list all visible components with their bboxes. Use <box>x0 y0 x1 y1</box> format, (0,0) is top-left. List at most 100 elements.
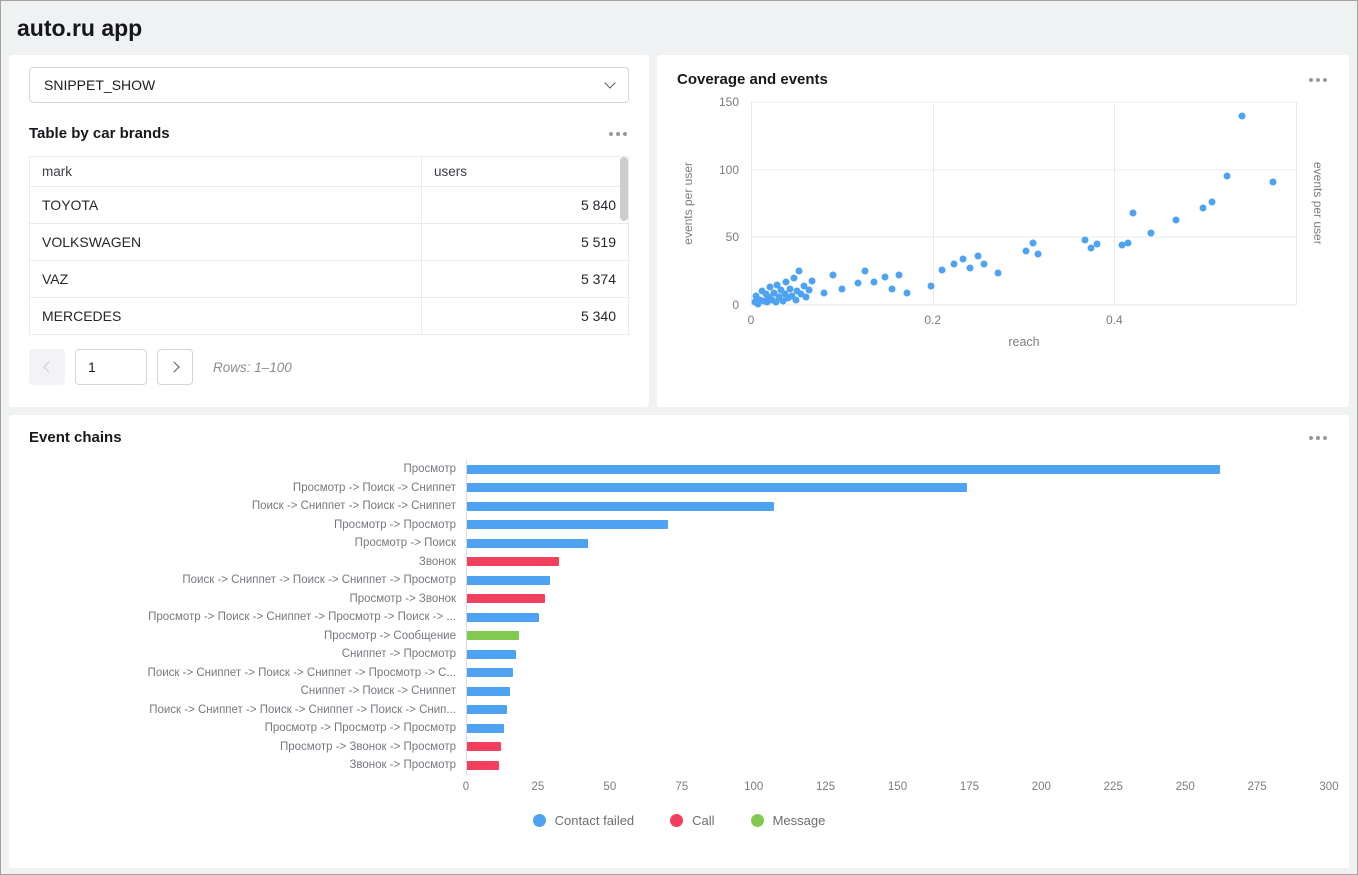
bar[interactable] <box>467 631 519 641</box>
scatter-point[interactable] <box>974 252 982 260</box>
scatter-point[interactable] <box>790 274 798 282</box>
scatter-point[interactable] <box>1034 250 1042 258</box>
scatter-point[interactable] <box>938 266 946 274</box>
bar[interactable] <box>467 483 967 493</box>
scatter-point[interactable] <box>861 267 869 275</box>
scatter-point[interactable] <box>870 278 878 286</box>
scatter-point[interactable] <box>763 298 771 306</box>
bar[interactable] <box>467 668 513 678</box>
scatter-point[interactable] <box>1022 247 1030 255</box>
scatter-point[interactable] <box>1238 112 1245 120</box>
scatter-point[interactable] <box>1029 239 1037 247</box>
scatter-point[interactable] <box>802 293 810 301</box>
bar[interactable] <box>467 464 1220 474</box>
bar[interactable] <box>467 501 775 511</box>
bar[interactable] <box>467 538 588 548</box>
next-page-button[interactable] <box>157 349 193 385</box>
scatter-point[interactable] <box>805 286 813 294</box>
scatter-point[interactable] <box>950 260 958 268</box>
scatter-point[interactable] <box>788 292 796 300</box>
scatter-point[interactable] <box>784 294 792 302</box>
legend-item[interactable]: Message <box>750 813 825 828</box>
scatter-point[interactable] <box>766 283 774 291</box>
scatter-point[interactable] <box>1118 241 1126 249</box>
scatter-point[interactable] <box>1081 236 1089 244</box>
scatter-point[interactable] <box>770 289 778 297</box>
snippet-selector[interactable]: SNIPPET_SHOW <box>29 67 629 103</box>
bar-track <box>466 608 1329 627</box>
scatter-point[interactable] <box>1172 216 1180 224</box>
scatter-point[interactable] <box>795 267 803 275</box>
table-scrollbar[interactable] <box>620 157 628 221</box>
scatter-point[interactable] <box>773 281 781 289</box>
scatter-point[interactable] <box>793 287 801 295</box>
legend-item[interactable]: Call <box>670 812 715 828</box>
scatter-point[interactable] <box>760 297 768 305</box>
scatter-point[interactable] <box>1223 172 1231 180</box>
scatter-point[interactable] <box>927 282 935 290</box>
scatter-point[interactable] <box>1129 209 1136 217</box>
scatter-point[interactable] <box>838 285 846 293</box>
scatter-point[interactable] <box>881 273 889 281</box>
scatter-point[interactable] <box>772 298 780 306</box>
scatter-point[interactable] <box>966 264 974 272</box>
bar[interactable] <box>467 520 669 530</box>
scatter-point[interactable] <box>994 269 1002 277</box>
scatter-point[interactable] <box>829 271 837 279</box>
scatter-point[interactable] <box>1124 239 1132 247</box>
bar[interactable] <box>467 557 559 567</box>
bar[interactable] <box>467 760 499 770</box>
scatter-point[interactable] <box>781 290 789 298</box>
scatter-point[interactable] <box>797 290 805 298</box>
scatter-point[interactable] <box>751 298 759 306</box>
ellipsis-menu-icon[interactable] <box>607 126 629 142</box>
scatter-point[interactable] <box>792 296 799 304</box>
scatter-point[interactable] <box>888 285 896 293</box>
scatter-point[interactable] <box>1269 178 1277 186</box>
scatter-point[interactable] <box>854 279 862 287</box>
scatter-point[interactable] <box>777 286 785 294</box>
bar[interactable] <box>467 742 502 752</box>
scatter-point[interactable] <box>1093 240 1101 248</box>
scatter-point[interactable] <box>980 260 988 268</box>
scatter-point[interactable] <box>786 285 794 293</box>
scatter-point[interactable] <box>1147 229 1155 237</box>
column-header-mark[interactable]: mark <box>29 156 422 187</box>
bar[interactable] <box>467 575 551 585</box>
bar[interactable] <box>467 612 539 622</box>
bar[interactable] <box>467 723 505 733</box>
scatter-point[interactable] <box>758 287 766 295</box>
top-row: SNIPPET_SHOW Table by car brands mark us… <box>1 55 1357 407</box>
scatter-point[interactable] <box>959 255 967 263</box>
legend-item[interactable]: Contact failed <box>532 813 634 828</box>
scatter-point[interactable] <box>820 289 828 297</box>
scatter-point[interactable] <box>762 290 770 298</box>
scatter-point[interactable] <box>779 297 787 305</box>
bar[interactable] <box>467 705 508 715</box>
scatter-point[interactable] <box>752 292 760 300</box>
legend-label: Call <box>692 812 715 828</box>
bar[interactable] <box>467 594 545 604</box>
ellipsis-menu-icon[interactable] <box>1307 430 1329 446</box>
bar[interactable] <box>467 686 511 696</box>
column-header-users[interactable]: users <box>421 156 629 187</box>
cell-mark: VOLKSWAGEN <box>29 223 422 261</box>
page-number-input[interactable] <box>75 349 147 385</box>
scatter-point[interactable] <box>1087 244 1095 252</box>
scatter-point[interactable] <box>754 300 762 308</box>
scatter-point[interactable] <box>1199 204 1207 212</box>
scatter-point[interactable] <box>756 296 764 304</box>
ellipsis-menu-icon[interactable] <box>1307 72 1329 88</box>
scatter-point[interactable] <box>782 278 790 286</box>
table-wrapper: mark users TOYOTA 5 840 VOLKSWAGEN 5 519… <box>29 156 629 335</box>
scatter-point[interactable] <box>1208 198 1216 206</box>
prev-page-button[interactable] <box>29 349 65 385</box>
scatter-point[interactable] <box>775 293 783 301</box>
scatter-card-title: Coverage and events <box>677 71 828 88</box>
scatter-point[interactable] <box>895 271 903 279</box>
scatter-point[interactable] <box>800 282 808 290</box>
scatter-point[interactable] <box>768 296 776 304</box>
bar[interactable] <box>467 649 516 659</box>
scatter-point[interactable] <box>903 289 911 297</box>
scatter-point[interactable] <box>808 277 816 285</box>
